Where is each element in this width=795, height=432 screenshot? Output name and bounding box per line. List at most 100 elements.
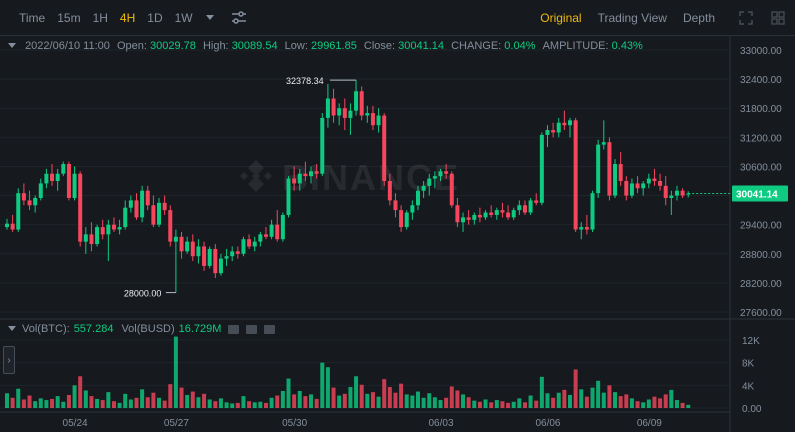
volume-bar — [449, 386, 454, 408]
candle-body — [247, 239, 252, 247]
candle-body — [33, 197, 38, 206]
candle-body — [404, 212, 409, 228]
candle-body — [10, 223, 15, 230]
volume-bar — [618, 396, 623, 408]
candle-body — [506, 212, 511, 218]
candle-body — [157, 202, 162, 225]
high-value: 30089.54 — [231, 40, 278, 52]
candle-body — [415, 190, 420, 206]
view-original[interactable]: Original — [540, 11, 582, 25]
time-tick-label: 05/27 — [164, 418, 189, 429]
volume-bar — [674, 400, 679, 408]
candle-body — [303, 173, 308, 177]
interval-1w[interactable]: 1W — [174, 10, 193, 25]
candle-body — [78, 173, 83, 242]
volume-bar — [489, 402, 494, 408]
volume-bar — [50, 398, 55, 408]
interval-4h[interactable]: 4H — [119, 10, 136, 25]
volume-bar — [190, 391, 195, 408]
candle-body — [624, 181, 629, 196]
volume-settings-icon[interactable] — [246, 324, 258, 334]
fullscreen-icon[interactable] — [739, 11, 753, 25]
interval-15m[interactable]: 15m — [57, 10, 81, 25]
view-trading-view[interactable]: Trading View — [597, 11, 667, 25]
volume-bar — [292, 394, 297, 408]
indicator-settings-icon[interactable] — [231, 10, 247, 25]
price-tick-label: 28200.00 — [740, 279, 782, 290]
price-tick-label: 31800.00 — [740, 104, 782, 115]
volume-bar — [500, 401, 505, 408]
volume-bar — [173, 336, 178, 408]
volume-visibility-icon[interactable] — [228, 324, 240, 334]
candle-body — [382, 115, 387, 181]
candlestick-chart[interactable]: BINANCE 33000.00 32400.00 31800.00 31200.00… — [0, 36, 795, 432]
candle-body — [568, 120, 572, 126]
volume-bar — [494, 400, 499, 408]
expand-panel-chevron-icon[interactable]: › — [3, 346, 15, 374]
interval-1d[interactable]: 1D — [147, 10, 163, 25]
candle-body — [438, 171, 443, 177]
low-marker-label: 28000.00 — [124, 289, 162, 299]
volume-bar — [72, 385, 77, 408]
volume-bar — [624, 394, 629, 408]
candle-body — [432, 176, 437, 179]
candle-body — [230, 251, 235, 257]
interval-selector: Time 15m 1H 4H 1D 1W — [0, 0, 199, 36]
volume-tick-label: 8K — [742, 359, 755, 370]
volume-bar — [106, 392, 111, 408]
view-depth[interactable]: Depth — [682, 11, 715, 25]
candle-body — [117, 227, 122, 230]
candle-body — [207, 248, 212, 266]
volume-bar — [337, 395, 342, 408]
volume-bar — [596, 380, 601, 408]
candle-body — [83, 234, 88, 242]
volume-bar — [89, 396, 94, 408]
candle-body — [472, 214, 477, 220]
candle-body — [618, 164, 623, 181]
volume-bar — [461, 394, 466, 408]
candle-body — [489, 212, 494, 215]
candle-body — [162, 202, 167, 211]
volume-bar — [61, 401, 66, 408]
candle-body — [427, 178, 432, 186]
interval-time[interactable]: Time — [19, 10, 46, 25]
candle-body — [16, 193, 21, 230]
more-intervals-chevron-icon[interactable] — [205, 14, 215, 22]
volume-bar — [641, 402, 646, 408]
collapse-chevron-icon[interactable] — [8, 40, 16, 52]
candle-body — [556, 122, 561, 133]
collapse-volume-chevron-icon[interactable] — [8, 323, 16, 335]
volume-bar — [365, 393, 370, 408]
candle-body — [89, 234, 94, 245]
volume-bar — [269, 397, 274, 408]
candle-body — [325, 98, 330, 118]
interval-1h[interactable]: 1H — [92, 10, 108, 25]
volume-bar — [95, 398, 100, 408]
candle-body — [663, 185, 668, 198]
candle-body — [241, 239, 246, 254]
time-tick-label: 06/09 — [637, 418, 662, 429]
volume-bar — [399, 383, 404, 408]
candle-body — [100, 227, 105, 235]
volume-tick-label: 4K — [742, 381, 755, 392]
volume-close-icon[interactable] — [264, 324, 276, 334]
candle-body — [483, 212, 488, 218]
candle-body — [669, 195, 674, 198]
volume-bar — [100, 400, 105, 408]
candle-body — [21, 193, 26, 201]
candle-body — [376, 115, 381, 126]
candle-body — [528, 200, 533, 213]
amplitude-value: 0.43% — [611, 40, 643, 52]
candle-body — [72, 173, 77, 198]
candle-body — [534, 200, 539, 203]
layout-grid-icon[interactable] — [771, 11, 785, 25]
volume-bar — [325, 367, 330, 408]
volume-bar — [33, 401, 38, 408]
candle-body — [331, 98, 336, 116]
candle-body — [421, 185, 426, 191]
low-value: 29961.85 — [310, 40, 357, 52]
volume-bar — [652, 396, 657, 408]
volume-bar — [218, 398, 223, 408]
candle-body — [218, 258, 223, 274]
vol-busd-value: 16.729M — [178, 323, 222, 335]
